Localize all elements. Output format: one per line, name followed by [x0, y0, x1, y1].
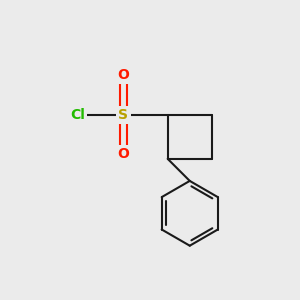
Text: Cl: Cl — [70, 108, 85, 122]
Text: S: S — [118, 108, 128, 122]
Text: O: O — [118, 147, 129, 161]
Text: O: O — [118, 68, 129, 82]
